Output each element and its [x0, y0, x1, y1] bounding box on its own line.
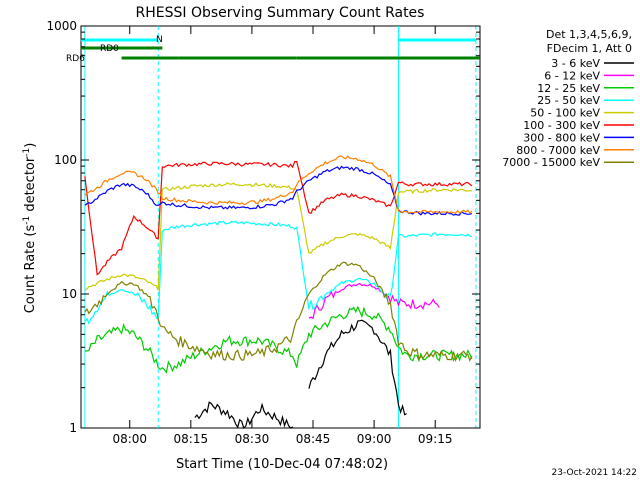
series-line-7 — [84, 155, 473, 215]
series-5 — [84, 160, 473, 276]
series-1 — [308, 283, 440, 320]
y-tick-label-3: 1000 — [46, 19, 77, 33]
flag-label-rd0: RD0 — [100, 44, 119, 54]
series-0 — [194, 319, 407, 430]
legend-label-3: 25 - 50 keV — [537, 94, 600, 107]
legend-header-0: Det 1,3,4,5,6,9, — [546, 28, 632, 41]
legend-header-1: FDecim 1, Att 0 — [547, 42, 632, 55]
y-tick-label-0: 1 — [69, 421, 77, 435]
legend-label-4: 50 - 100 keV — [530, 107, 600, 120]
series-3 — [84, 220, 473, 326]
flag-label-n: N — [156, 35, 163, 45]
timestamp: 23-Oct-2021 14:22 — [552, 468, 637, 478]
series-8 — [84, 261, 473, 362]
legend-label-8: 7000 - 15000 keV — [502, 156, 600, 169]
series-line-2 — [84, 305, 473, 374]
series-2 — [84, 305, 473, 374]
legend-label-2: 12 - 25 keV — [537, 82, 600, 95]
x-tick-label-1: 08:15 — [174, 432, 209, 446]
legend-label-6: 300 - 800 keV — [523, 131, 600, 144]
series-line-4 — [84, 182, 473, 291]
x-tick-label-0: 08:00 — [112, 432, 147, 446]
y-tick-label-1: 10 — [62, 287, 77, 301]
series-line-5 — [84, 160, 473, 276]
legend-label-1: 6 - 12 keV — [544, 69, 600, 82]
y-tick-label-2: 100 — [54, 153, 77, 167]
series-4 — [84, 182, 473, 291]
x-tick-label-2: 08:30 — [235, 432, 270, 446]
x-tick-label-5: 09:15 — [418, 432, 453, 446]
x-tick-label-4: 09:00 — [357, 432, 392, 446]
legend-label-5: 100 - 300 keV — [523, 119, 600, 132]
plot-frame — [80, 25, 481, 429]
legend-label-7: 800 - 7000 keV — [516, 144, 600, 157]
x-tick-label-3: 08:45 — [296, 432, 331, 446]
series-7 — [84, 155, 473, 215]
x-axis-label: Start Time (10-Dec-04 07:48:02) — [176, 457, 388, 472]
series-line-8 — [84, 261, 473, 362]
series-line-1 — [308, 283, 440, 320]
y-axis-label: Count Rate (s-1 detector-1) — [22, 143, 38, 314]
legend-label-0: 3 - 6 keV — [551, 57, 600, 70]
chart-title: RHESSI Observing Summary Count Rates — [136, 5, 425, 21]
flag-label-rd6: RD6 — [66, 54, 85, 64]
series-line-0 — [194, 319, 407, 430]
series-line-3 — [84, 220, 473, 326]
